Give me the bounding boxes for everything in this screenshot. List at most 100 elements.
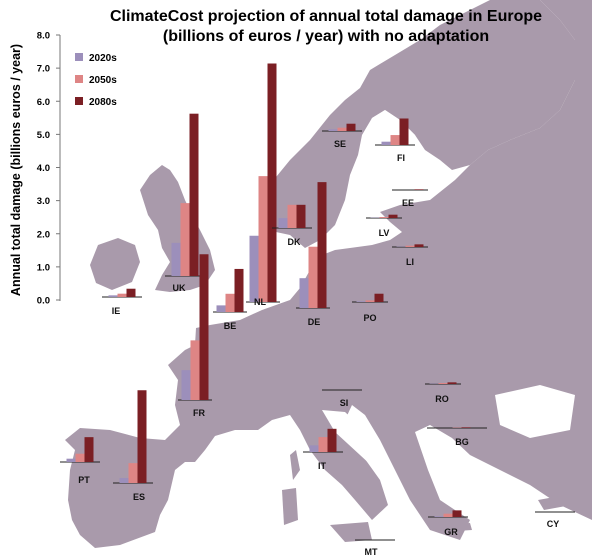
- y-tick-label: 0.0: [37, 296, 50, 307]
- country-label-fi: FI: [397, 153, 405, 163]
- country-label-lv: LV: [379, 228, 390, 238]
- bar-se-2020s: [328, 129, 338, 131]
- country-label-se: SE: [334, 139, 346, 149]
- legend-label-2020s: 2020s: [89, 53, 117, 64]
- bar-be-2020s: [216, 305, 226, 312]
- country-label-mt: MT: [365, 547, 378, 557]
- bar-be-2050s: [225, 293, 235, 312]
- country-group-it: IT: [303, 428, 343, 471]
- bar-dk-2050s: [287, 204, 297, 228]
- bar-de-2020s: [299, 278, 309, 308]
- bar-it-2080s: [327, 428, 337, 452]
- land-corsica: [290, 450, 300, 480]
- bar-es-2020s: [119, 478, 129, 483]
- country-label-fr: FR: [193, 408, 205, 418]
- country-label-es: ES: [133, 492, 145, 502]
- country-group-pt: PT: [60, 437, 100, 485]
- legend-swatch-2050s: [75, 75, 83, 83]
- country-label-po: PO: [363, 313, 376, 323]
- bar-li-2080s: [414, 244, 424, 247]
- bar-ie-2020s: [108, 295, 118, 297]
- country-group-fr: FR: [178, 254, 212, 418]
- bar-fr-2050s: [190, 340, 200, 400]
- bar-nl-2020s: [249, 235, 259, 302]
- land-sardinia: [282, 488, 298, 525]
- bar-fr-2080s: [199, 254, 209, 400]
- bar-pt-2080s: [84, 437, 94, 462]
- bar-se-2080s: [346, 123, 356, 131]
- bar-ie-2080s: [126, 288, 136, 297]
- country-label-pt: PT: [78, 475, 90, 485]
- sea-adriatic: [322, 410, 392, 478]
- bar-es-2080s: [137, 390, 147, 483]
- country-group-uk: UK: [165, 113, 205, 293]
- y-tick-label: 1.0: [37, 262, 50, 273]
- bar-fi-2080s: [399, 118, 409, 145]
- country-label-de: DE: [308, 317, 321, 327]
- bar-lv-2080s: [388, 214, 398, 218]
- country-label-bg: BG: [455, 437, 469, 447]
- bar-lv-2050s: [379, 217, 389, 218]
- bar-li-2050s: [405, 245, 415, 247]
- country-group-ee: EE: [392, 189, 428, 208]
- country-group-bg: BG: [427, 427, 487, 447]
- land-mainland: [65, 0, 592, 548]
- legend: 2020s 2050s 2080s: [75, 53, 117, 108]
- bar-gr-2080s: [452, 510, 462, 517]
- bar-nl-2080s: [267, 63, 277, 302]
- chart-subtitle: (billions of euros / year) with no adapt…: [163, 28, 489, 45]
- y-ticks: 0.0 1.0 2.0 3.0 4.0 5.0 6.0 7.0 8.0: [37, 31, 60, 307]
- bar-de-2050s: [308, 246, 318, 308]
- country-label-si: SI: [340, 398, 349, 408]
- country-label-it: IT: [318, 461, 327, 471]
- bar-uk-2050s: [180, 203, 190, 276]
- bar-po-2080s: [374, 293, 384, 302]
- legend-label-2080s: 2080s: [89, 97, 117, 108]
- bar-fr-2020s: [181, 370, 191, 400]
- country-label-gr: GR: [444, 527, 458, 537]
- country-group-de: DE: [296, 182, 330, 327]
- bar-se-2050s: [337, 127, 347, 131]
- country-group-es: ES: [113, 390, 153, 502]
- country-label-li: LI: [406, 257, 414, 267]
- bar-it-2050s: [318, 437, 328, 452]
- country-label-nl: NL: [254, 297, 266, 307]
- country-label-cy: CY: [547, 519, 560, 529]
- country-group-dk: DK: [272, 204, 312, 247]
- bar-ee-2080s: [414, 189, 424, 190]
- y-axis-label: Annual total damage (billions euros / ye…: [9, 44, 23, 296]
- country-label-dk: DK: [288, 237, 301, 247]
- country-group-se: SE: [322, 123, 362, 149]
- country-group-lv: LV: [366, 214, 402, 238]
- bar-fi-2020s: [381, 141, 391, 145]
- y-tick-label: 8.0: [37, 31, 50, 42]
- country-label-ro: RO: [435, 394, 449, 404]
- y-tick-label: 5.0: [37, 130, 50, 141]
- europe-map: [65, 0, 592, 548]
- country-group-mt: MT: [355, 539, 395, 557]
- chart-title: ClimateCost projection of annual total d…: [110, 8, 542, 25]
- country-group-gr: GR: [428, 510, 468, 537]
- bar-po-2050s: [365, 300, 375, 302]
- bar-uk-2080s: [189, 113, 199, 276]
- y-tick-label: 6.0: [37, 97, 50, 108]
- bar-gr-2050s: [443, 513, 453, 517]
- country-label-uk: UK: [173, 283, 186, 293]
- country-label-be: BE: [224, 321, 237, 331]
- bar-po-2020s: [356, 301, 366, 302]
- land-cyprus: [538, 496, 566, 510]
- y-tick-label: 7.0: [37, 64, 50, 75]
- country-group-ie: IE: [102, 288, 142, 316]
- legend-label-2050s: 2050s: [89, 75, 117, 86]
- bar-dk-2020s: [278, 218, 288, 228]
- country-group-be: BE: [213, 268, 247, 331]
- y-tick-label: 2.0: [37, 229, 50, 240]
- land-crete: [440, 523, 472, 532]
- y-tick-label: 4.0: [37, 163, 50, 174]
- bar-gr-2020s: [434, 516, 444, 517]
- land-sicily: [330, 522, 372, 542]
- country-group-si: SI: [322, 389, 362, 408]
- bar-ie-2050s: [117, 293, 127, 297]
- country-group-nl: NL: [246, 63, 280, 307]
- sea-black: [495, 385, 575, 438]
